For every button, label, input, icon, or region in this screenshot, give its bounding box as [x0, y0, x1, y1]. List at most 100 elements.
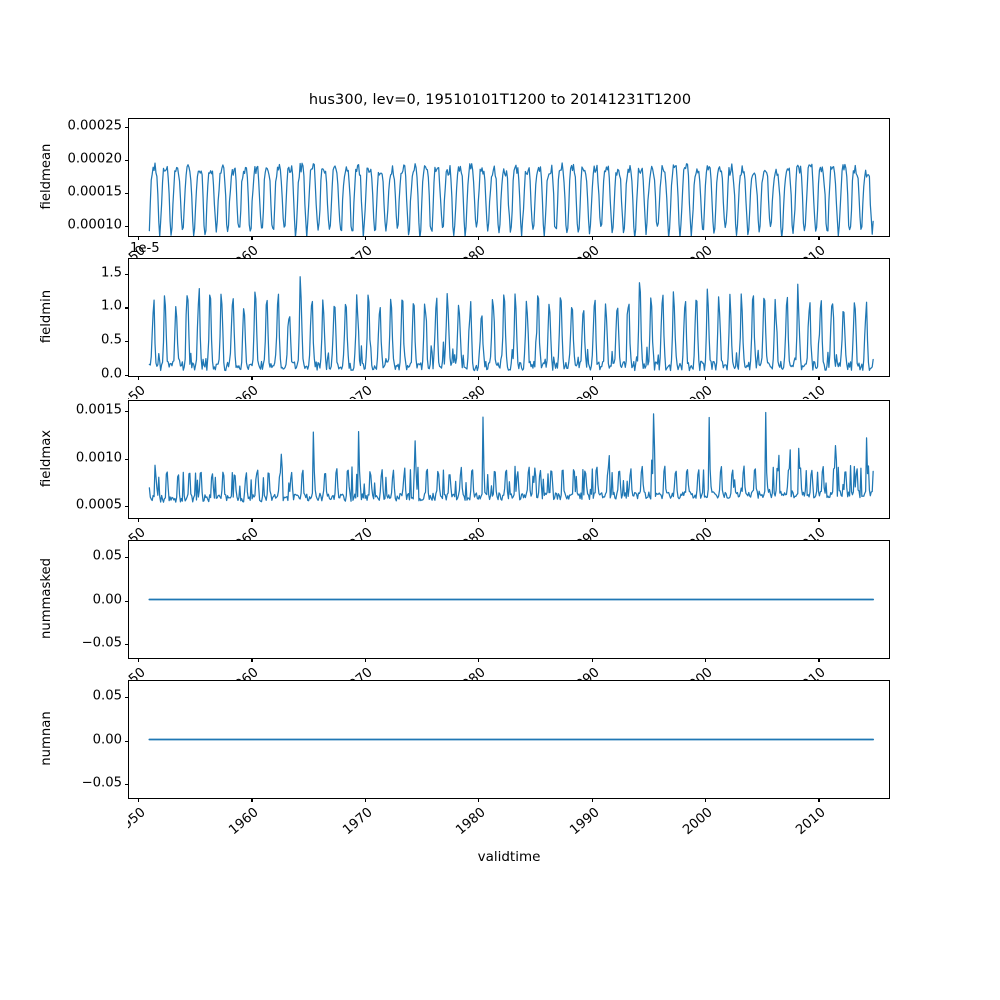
y-tickmark-fieldmean-3: [124, 126, 129, 129]
x-tickmark-nummasked-6: [818, 658, 820, 663]
y-tick-label-fieldmax-0: 0.0005: [75, 497, 122, 513]
x-tick-label-fieldmean-5: 2000: [659, 243, 715, 259]
x-tick-label-nummasked-6: 2010: [772, 665, 829, 681]
x-tickmark-numnan-3: [478, 798, 480, 803]
x-tick-label-fieldmax-0: 1950: [128, 525, 149, 541]
x-tick-label-fieldmean-6: 2010: [772, 243, 829, 259]
x-tickmark-fieldmin-0: [138, 376, 140, 381]
x-tick-label-nummasked-1: 1960: [205, 665, 262, 681]
x-tick-label-nummasked-5: 2000: [659, 665, 715, 681]
y-tickmark-numnan-0: [124, 784, 129, 786]
x-tick-label-row-fieldmax: 1950 1960 1970 1980 1990 2000 2010: [128, 524, 930, 541]
y-tick-label-fieldmean-1: 0.00015: [67, 184, 122, 200]
y-tick-label-fieldmean-2: 0.00020: [67, 151, 122, 167]
x-tick-label-fieldmean-1: 1960: [205, 243, 262, 259]
x-tickmark-fieldmax-3: [478, 518, 480, 523]
x-tickmark-fieldmin-5: [705, 376, 707, 381]
x-tick-label-numnan-6: 2010: [793, 805, 830, 839]
x-tick-label-fieldmax-5: 2000: [659, 525, 715, 541]
y-axis-label-fieldmin: fieldmin: [38, 289, 54, 343]
x-tickmark-numnan-5: [705, 798, 707, 803]
x-tick-label-nummasked-2: 1970: [318, 665, 375, 681]
series-canvas-numnan: [148, 738, 875, 741]
x-tickmark-fieldmin-1: [251, 376, 253, 381]
x-tickmark-nummasked-1: [251, 658, 253, 663]
x-tick-label-fieldmax-3: 1980: [432, 525, 489, 541]
y-axis-label-nummasked: nummasked: [38, 557, 54, 639]
x-tick-label-fieldmin-2: 1970: [318, 383, 375, 399]
y-tickmark-nummasked-0: [124, 644, 129, 646]
figure-title: hus300, lev=0, 19510101T1200 to 20141231…: [308, 92, 692, 108]
x-tick-label-fieldmin-3: 1980: [432, 383, 489, 399]
x-tick-label-fieldmean-4: 1990: [545, 243, 602, 259]
y-tickmark-fieldmin-3: [124, 273, 129, 275]
x-tickmark-fieldmax-4: [591, 518, 593, 523]
y-tickmark-fieldmin-0: [124, 374, 129, 376]
x-tick-label-nummasked-4: 1990: [545, 665, 602, 681]
y-tickmark-fieldmax-0: [124, 506, 129, 508]
x-tickmark-fieldmean-1: [251, 236, 253, 241]
x-tick-label-numnan-4: 1990: [566, 805, 603, 839]
y-axis-label-numnan: numnan: [38, 710, 54, 766]
x-tick-label-numnan-2: 1970: [340, 805, 376, 839]
x-tick-label-numnan-3: 1980: [453, 805, 489, 839]
y-tick-label-numnan-1: 0.00: [92, 732, 122, 747]
x-tick-label-row-numnan: 1950 1960 1970 1980 1990 2000 2010: [128, 804, 930, 848]
series-canvas-fieldmax: [148, 411, 874, 503]
plot-panel-fieldmax: [124, 400, 890, 523]
x-tick-label-fieldmean-2: 1970: [318, 243, 375, 259]
series-canvas-nummasked: [148, 598, 875, 601]
y-axis-offset-text-fieldmin: 1e-5: [130, 241, 160, 256]
x-tickmark-nummasked-3: [478, 658, 480, 663]
x-tickmark-numnan-6: [818, 798, 820, 803]
y-tickmark-numnan-2: [124, 696, 129, 698]
x-tick-label-nummasked-3: 1980: [432, 665, 489, 681]
x-tick-label-fieldmax-6: 2010: [772, 525, 829, 541]
y-tick-label-fieldmin-1: 0.5: [101, 332, 122, 348]
x-tick-label-fieldmax-1: 1960: [205, 525, 262, 541]
y-tick-label-numnan-0: −0.05: [81, 775, 122, 791]
x-tick-label-row-nummasked: 1950 1960 1970 1980 1990 2000 2010: [128, 664, 930, 681]
y-tick-label-fieldmean-3: 0.00025: [67, 118, 122, 134]
x-tick-label-fieldmax-2: 1970: [318, 525, 375, 541]
x-tickmark-fieldmax-5: [705, 518, 707, 523]
y-tickmark-nummasked-1: [124, 600, 129, 602]
x-tickmark-nummasked-5: [705, 658, 707, 663]
y-tick-label-fieldmin-2: 1.0: [101, 298, 122, 314]
x-tick-label-fieldmin-6: 2010: [772, 383, 829, 399]
x-tick-label-nummasked-0: 1950: [128, 665, 149, 681]
x-tickmark-fieldmean-2: [364, 236, 366, 241]
x-tickmark-fieldmean-5: [705, 236, 707, 241]
x-axis-label: validtime: [477, 849, 541, 865]
x-tick-label-fieldmin-4: 1990: [545, 383, 602, 399]
x-tickmark-fieldmin-4: [591, 376, 593, 381]
x-tickmark-fieldmax-0: [138, 518, 140, 523]
data-line-fieldmin: [148, 276, 874, 372]
y-axis-label-fieldmean: fieldmean: [38, 143, 54, 209]
x-tick-label-fieldmin-5: 2000: [659, 383, 715, 399]
series-canvas-fieldmean: [148, 162, 874, 236]
plot-panel-fieldmin: [124, 258, 890, 381]
x-tickmark-fieldmin-6: [818, 376, 820, 381]
data-line-fieldmean: [148, 162, 874, 236]
x-tickmark-nummasked-4: [591, 658, 593, 663]
plot-panel-numnan: [124, 680, 890, 803]
y-tick-label-numnan-2: 0.05: [92, 688, 122, 704]
y-tick-label-nummasked-1: 0.00: [92, 592, 122, 607]
x-tickmark-nummasked-0: [138, 658, 140, 663]
x-tickmark-fieldmin-3: [478, 376, 480, 381]
x-tickmark-fieldmax-6: [818, 518, 820, 523]
y-tick-label-nummasked-2: 0.05: [92, 548, 122, 564]
y-tickmark-fieldmax-2: [124, 410, 129, 413]
y-axis-label-fieldmax: fieldmax: [38, 429, 54, 487]
y-tickmark-fieldmean-1: [124, 193, 129, 195]
x-tick-label-fieldmean-3: 1980: [432, 243, 489, 259]
x-tick-label-fieldmin-1: 1960: [205, 383, 262, 399]
y-tick-label-fieldmax-2: 0.0015: [75, 402, 122, 418]
y-tickmark-fieldmean-0: [124, 226, 129, 228]
x-tickmark-fieldmean-3: [478, 236, 480, 241]
x-tick-label-numnan-0: 1950: [128, 805, 149, 839]
x-tickmark-fieldmax-1: [251, 518, 253, 523]
